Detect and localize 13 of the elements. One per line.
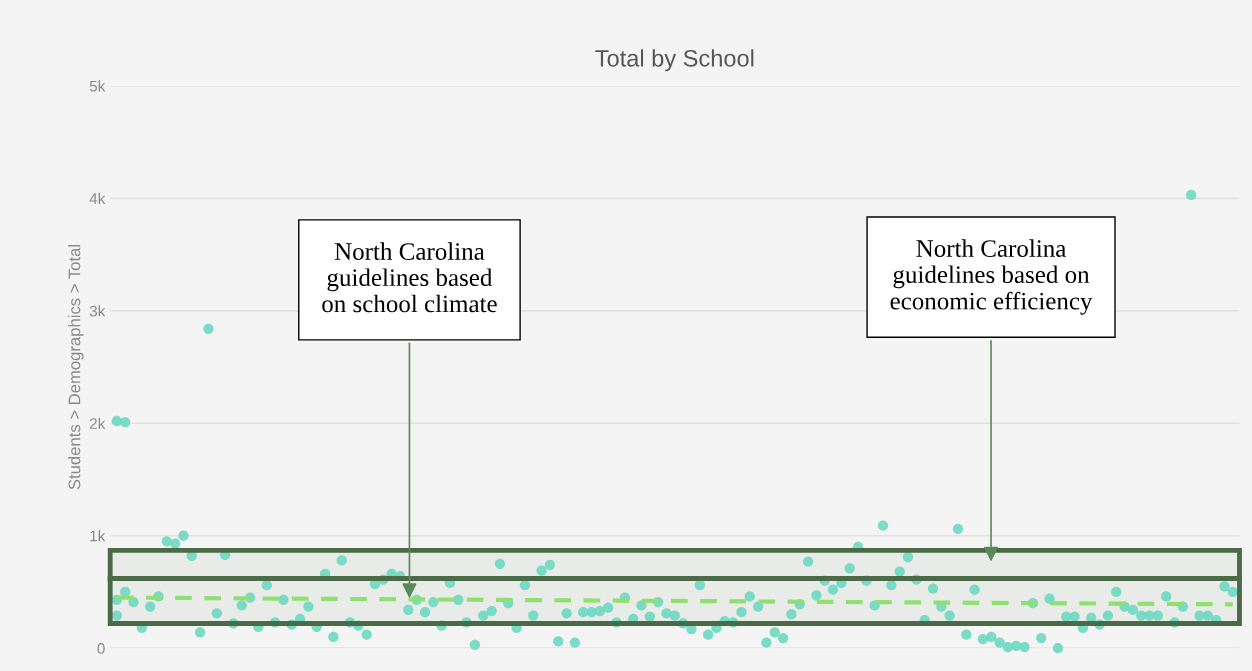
band-label: North Carolina guidelines based on school climate [322, 242, 497, 313]
y-tick-label: 2k [89, 417, 106, 429]
y-tick-label: 5k [89, 80, 106, 92]
chart-title: Total by School [595, 49, 754, 72]
y-tick-label: 3k [89, 305, 106, 317]
point [111, 610, 122, 621]
y-tick-label: 0 [97, 643, 105, 654]
y-tick-label: 4k [89, 192, 106, 204]
point [111, 415, 122, 427]
y-axis-title: Students > Demographics > Total [68, 245, 84, 490]
band-label: North Carolina guidelines based on economic efficiency [890, 239, 1093, 315]
y-tick-label: 1k [90, 530, 106, 542]
point [120, 416, 131, 428]
